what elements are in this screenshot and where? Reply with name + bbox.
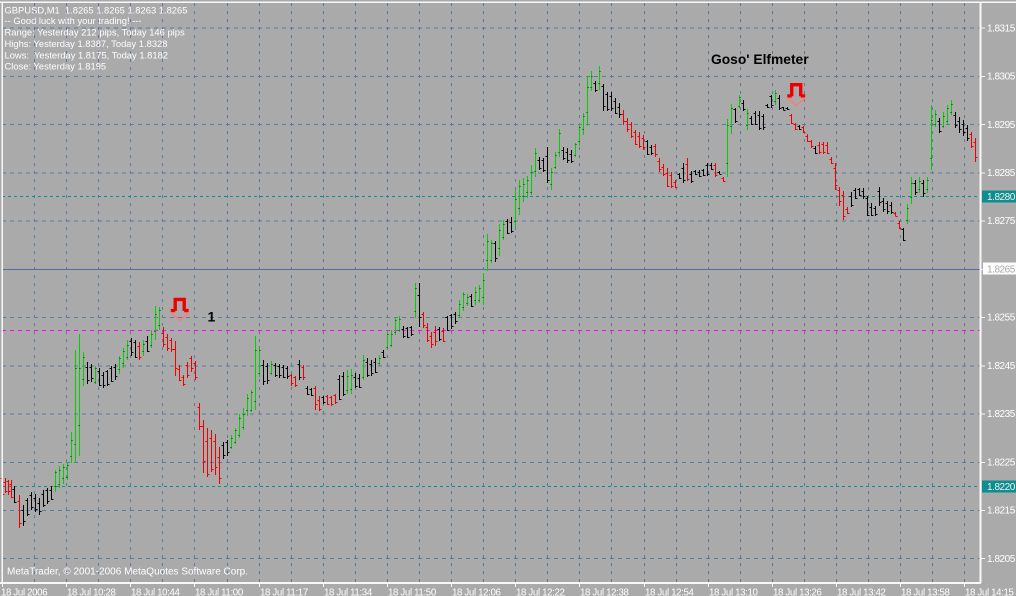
- svg-text:GBPUSD,M1 1.8265 1.8265 1.826: GBPUSD,M1 1.8265 1.8265 1.8263 1.8265: [5, 5, 188, 16]
- svg-text:-- Good luck with your trading: -- Good luck with your trading! ---: [5, 15, 142, 26]
- svg-text:18 Jul 11:17: 18 Jul 11:17: [260, 588, 308, 596]
- svg-text:1.8295: 1.8295: [987, 120, 1016, 131]
- svg-text:18 Jul 12:06: 18 Jul 12:06: [452, 588, 501, 596]
- svg-text:18 Jul 12:22: 18 Jul 12:22: [516, 588, 565, 596]
- svg-text:1.8280: 1.8280: [987, 192, 1016, 203]
- svg-text:1.8315: 1.8315: [987, 23, 1016, 34]
- svg-text:1.8245: 1.8245: [987, 361, 1016, 372]
- svg-text:18 Jul 13:10: 18 Jul 13:10: [709, 588, 759, 596]
- svg-text:18 Jul 14:15: 18 Jul 14:15: [965, 588, 1014, 596]
- svg-text:18 Jul 12:38: 18 Jul 12:38: [580, 588, 629, 596]
- svg-text:1.8265: 1.8265: [987, 265, 1016, 276]
- svg-text:1.8225: 1.8225: [987, 457, 1016, 468]
- svg-text:Goso' Elfmeter: Goso' Elfmeter: [711, 52, 809, 67]
- svg-text:18 Jul 12:54: 18 Jul 12:54: [645, 588, 695, 596]
- svg-text:1: 1: [208, 309, 216, 325]
- svg-text:1.8255: 1.8255: [987, 313, 1016, 324]
- svg-text:Lows: Yesterday 1.8175, Today: Lows: Yesterday 1.8175, Today 1.8182: [5, 49, 169, 60]
- svg-text:1.8235: 1.8235: [987, 409, 1016, 420]
- svg-text:Close: Yesterday 1.8195: Close: Yesterday 1.8195: [5, 61, 107, 72]
- svg-text:18 Jul 13:42: 18 Jul 13:42: [837, 588, 886, 596]
- svg-text:18 Jul 13:58: 18 Jul 13:58: [901, 588, 950, 596]
- svg-text:1.8275: 1.8275: [987, 216, 1016, 227]
- svg-text:18 Jul 10:28: 18 Jul 10:28: [67, 588, 116, 596]
- svg-text:18 Jul 11:34: 18 Jul 11:34: [324, 588, 373, 596]
- svg-text:18 Jul 13:26: 18 Jul 13:26: [773, 588, 822, 596]
- svg-text:18 Jul 2006: 18 Jul 2006: [1, 588, 47, 596]
- svg-text:1.8220: 1.8220: [987, 482, 1016, 493]
- svg-text:MetaTrader, © 2001-2006 MetaQu: MetaTrader, © 2001-2006 MetaQuotes Softw…: [7, 567, 248, 578]
- svg-text:1.8215: 1.8215: [987, 506, 1016, 517]
- svg-text:18 Jul 11:00: 18 Jul 11:00: [195, 588, 244, 596]
- svg-text:Highs: Yesterday 1.8387, Today: Highs: Yesterday 1.8387, Today 1.8328: [5, 38, 168, 49]
- svg-text:18 Jul 11:50: 18 Jul 11:50: [388, 588, 437, 596]
- svg-text:1.8205: 1.8205: [987, 554, 1016, 565]
- svg-text:1.8285: 1.8285: [987, 168, 1016, 179]
- svg-text:1.8305: 1.8305: [987, 72, 1016, 83]
- svg-text:18 Jul 10:44: 18 Jul 10:44: [131, 588, 181, 596]
- svg-text:Range: Yesterday 212 pips, Tod: Range: Yesterday 212 pips, Today 146 pip…: [5, 26, 185, 37]
